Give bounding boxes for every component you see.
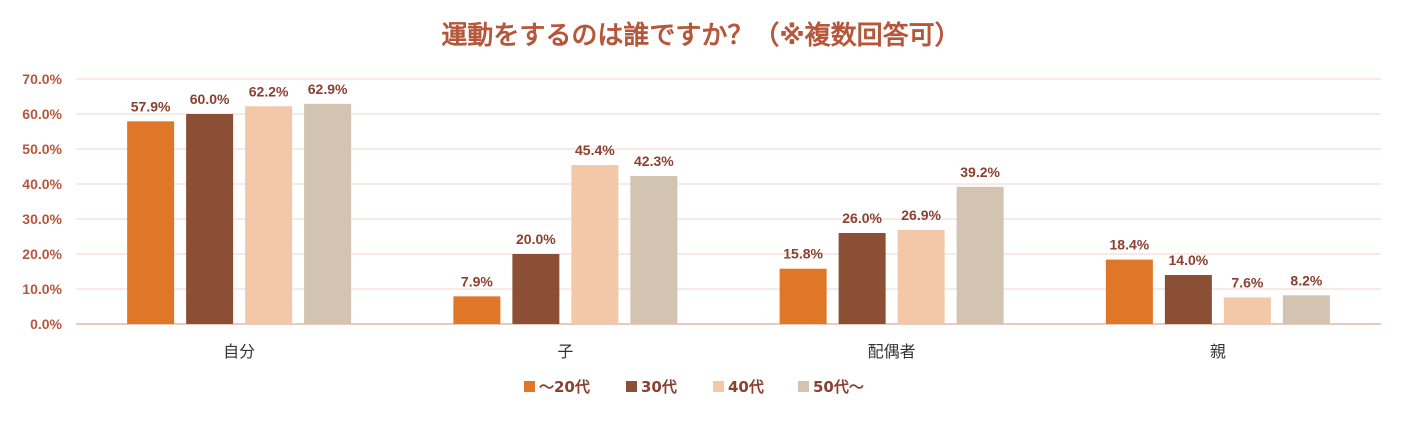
data-label: 7.9% — [461, 273, 493, 289]
x-axis: 自分 子 配偶者 親 — [223, 342, 1226, 361]
bar — [1282, 295, 1330, 324]
bar — [1164, 275, 1212, 324]
y-tick-label: 60.0% — [22, 106, 62, 122]
data-label: 18.4% — [1110, 237, 1150, 253]
data-label: 62.9% — [308, 81, 348, 97]
legend-swatch — [626, 381, 637, 392]
data-label: 26.0% — [842, 210, 882, 226]
legend-label: 40代 — [728, 378, 764, 396]
bar — [512, 254, 560, 324]
legend-swatch — [798, 381, 809, 392]
data-label: 42.3% — [634, 153, 674, 169]
data-label: 20.0% — [516, 231, 556, 247]
legend-label: ～20代 — [539, 378, 590, 396]
data-label: 62.2% — [249, 83, 289, 99]
data-label: 8.2% — [1290, 272, 1322, 288]
legend: ～20代 30代 40代 50代～ — [524, 378, 864, 396]
bar — [897, 229, 945, 324]
data-label: 7.6% — [1231, 274, 1263, 290]
y-tick-label: 20.0% — [22, 246, 62, 262]
category-label: 親 — [1210, 342, 1226, 361]
bar — [1105, 259, 1153, 324]
y-tick-label: 40.0% — [22, 176, 62, 192]
data-label: 60.0% — [190, 91, 230, 107]
data-label: 45.4% — [575, 142, 615, 158]
data-label: 14.0% — [1169, 252, 1209, 268]
y-tick-label: 30.0% — [22, 211, 62, 227]
y-axis: 0.0% 10.0% 20.0% 30.0% 40.0% 50.0% 60.0% 70.0% — [22, 71, 62, 332]
bar — [630, 175, 678, 324]
bar — [127, 121, 175, 324]
data-label: 57.9% — [131, 98, 171, 114]
bar — [571, 165, 619, 324]
bar — [245, 106, 293, 324]
bar — [779, 268, 827, 324]
data-labels: 57.9% 60.0% 62.2% 62.9% 7.9% 20.0% 45.4% 42.3% 1… — [131, 81, 1323, 291]
bar — [304, 103, 352, 324]
bar — [956, 186, 1004, 324]
category-label: 自分 — [223, 342, 255, 361]
legend-label: 30代 — [641, 378, 677, 396]
bar — [1223, 297, 1271, 324]
data-label: 26.9% — [901, 207, 941, 223]
category-label: 配偶者 — [868, 342, 916, 361]
gridlines — [76, 78, 1381, 325]
chart-title: 運動をするのは誰ですか？（※複数回答可） — [441, 20, 960, 51]
legend-swatch — [713, 381, 724, 392]
bar — [453, 296, 501, 324]
bar — [186, 114, 234, 324]
y-tick-label: 0.0% — [30, 316, 62, 332]
bars — [127, 103, 1330, 324]
legend-swatch — [524, 381, 535, 392]
legend-label: 50代～ — [813, 378, 864, 396]
y-tick-label: 50.0% — [22, 141, 62, 157]
category-label: 子 — [557, 342, 573, 361]
data-label: 15.8% — [783, 246, 823, 262]
y-tick-label: 10.0% — [22, 281, 62, 297]
data-label: 39.2% — [960, 164, 1000, 180]
y-tick-label: 70.0% — [22, 71, 62, 87]
bar — [838, 233, 886, 324]
